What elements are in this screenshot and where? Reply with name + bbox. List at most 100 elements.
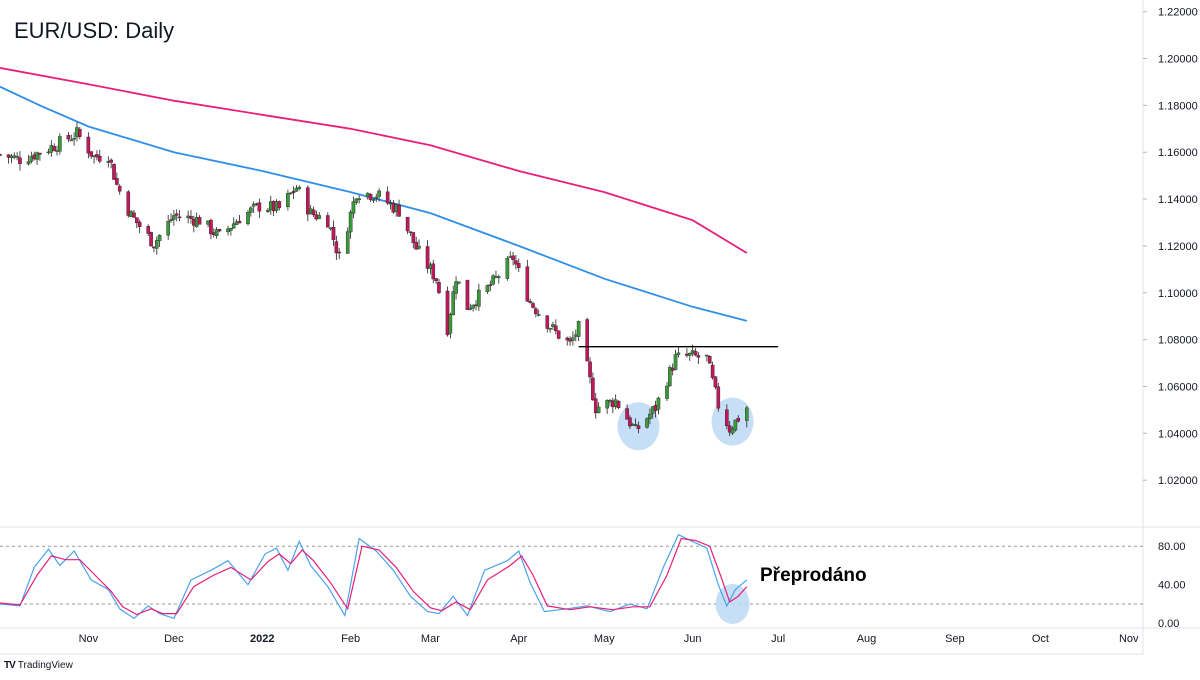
- time-tick-label: Apr: [510, 633, 527, 645]
- candle-body: [146, 226, 151, 234]
- candle-body: [374, 196, 379, 199]
- candle-body: [246, 212, 250, 225]
- candle-body: [437, 282, 441, 293]
- candle-body: [707, 356, 712, 364]
- candle-body: [354, 198, 359, 203]
- candle-body: [744, 407, 749, 421]
- candle-body: [705, 354, 709, 357]
- candle-body: [511, 255, 515, 261]
- candle-body: [306, 187, 310, 215]
- candle-body: [733, 419, 738, 431]
- candle-body: [576, 320, 581, 337]
- price-tick-label: 1.10000: [1158, 288, 1198, 300]
- stoch-tick-label: 80.00: [1158, 541, 1186, 553]
- candle-body: [485, 285, 490, 292]
- tradingview-logo[interactable]: TV TradingView: [4, 660, 73, 671]
- time-tick-label: Mar: [421, 633, 440, 645]
- candle-body: [58, 136, 62, 152]
- candle-body: [696, 355, 701, 358]
- candle-body: [710, 364, 715, 378]
- candle-body: [217, 229, 222, 232]
- price-tick-label: 1.06000: [1158, 381, 1198, 393]
- stoch-tick-label: 40.00: [1158, 580, 1186, 592]
- price-tick-label: 1.16000: [1158, 147, 1198, 159]
- candle-body: [528, 301, 532, 303]
- candle-body: [69, 139, 74, 142]
- candle-body: [591, 377, 595, 401]
- candle-body: [491, 275, 495, 285]
- candle-body: [117, 185, 122, 192]
- candle-body: [214, 229, 219, 236]
- candle-body: [516, 263, 521, 268]
- candle-body: [231, 223, 236, 229]
- candle-body: [35, 152, 39, 160]
- candle-body: [66, 135, 71, 140]
- candle-body: [408, 231, 413, 233]
- candle-body: [86, 136, 91, 154]
- candle-body: [448, 314, 453, 334]
- time-tick-label: Nov: [79, 633, 99, 645]
- candle-body: [414, 241, 418, 250]
- candle-body: [377, 190, 381, 197]
- candle-body: [109, 159, 113, 163]
- time-tick-label: Oct: [1032, 633, 1049, 645]
- candle-body: [249, 207, 253, 213]
- candle-body: [297, 186, 302, 189]
- candle-body: [251, 203, 256, 207]
- candle-body: [571, 337, 575, 341]
- candle-body: [645, 418, 649, 428]
- time-tick-label: May: [594, 633, 615, 645]
- candle-body: [497, 276, 501, 278]
- candle-body: [137, 221, 142, 227]
- oversold-price-circle: [711, 397, 754, 446]
- candle-body: [445, 290, 450, 336]
- candle-body: [536, 314, 541, 316]
- price-tick-label: 1.14000: [1158, 194, 1198, 206]
- candle-body: [616, 400, 621, 408]
- price-tick-label: 1.18000: [1158, 100, 1198, 112]
- candle-body: [0, 154, 2, 156]
- candle-body: [625, 408, 629, 420]
- candle-body: [736, 418, 741, 422]
- candle-body: [457, 281, 461, 284]
- candle-body: [18, 157, 22, 165]
- candle-body: [317, 215, 322, 219]
- price-tick-label: 1.20000: [1158, 54, 1198, 66]
- candle-body: [665, 385, 669, 399]
- candle-body: [713, 376, 718, 388]
- tradingview-logo-icon: TV: [4, 660, 16, 671]
- chart-title: EUR/USD: Daily: [14, 18, 175, 43]
- candle-body: [325, 215, 330, 228]
- moving-average-fast: [0, 85, 748, 322]
- time-tick-label: Aug: [857, 633, 877, 645]
- candle-body: [514, 260, 518, 265]
- candle-body: [693, 351, 698, 356]
- time-tick-label: 2022: [250, 633, 274, 645]
- candle-body: [334, 241, 339, 254]
- candle-body: [596, 406, 601, 413]
- candle-body: [465, 279, 470, 310]
- oversold-annotation: Přeprodáno: [760, 565, 867, 586]
- candle-body: [331, 227, 336, 241]
- candle-body: [471, 304, 475, 309]
- candle-body: [257, 202, 262, 212]
- candle-body: [115, 178, 119, 185]
- candle-body: [554, 325, 558, 331]
- candle-body: [348, 211, 353, 233]
- candle-body: [451, 291, 456, 315]
- candle-body: [38, 152, 42, 155]
- candle-body: [468, 307, 473, 310]
- candle-body: [288, 192, 293, 195]
- candle-body: [676, 352, 681, 355]
- candle-body: [548, 328, 552, 330]
- candle-body: [172, 215, 176, 220]
- candle-body: [166, 221, 170, 236]
- candle-body: [593, 398, 598, 414]
- candle-body: [197, 217, 202, 225]
- candle-body: [636, 425, 641, 429]
- candle-body: [725, 409, 729, 427]
- candle-body: [525, 266, 530, 302]
- candle-body: [154, 240, 159, 249]
- candle-body: [294, 187, 299, 192]
